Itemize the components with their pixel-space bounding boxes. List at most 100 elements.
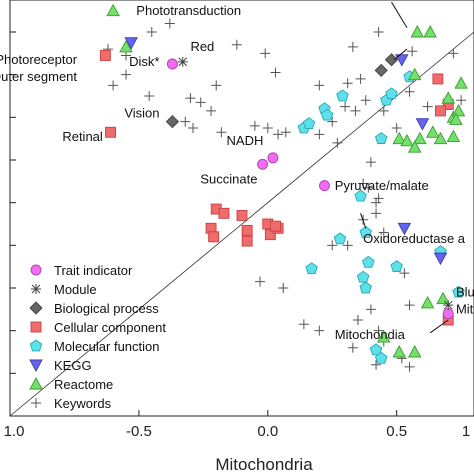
cellcomp-point bbox=[270, 220, 281, 232]
reactome-point bbox=[413, 131, 427, 145]
keywords-point bbox=[350, 105, 361, 116]
legend-entry-keywords: Keywords bbox=[54, 396, 112, 411]
keywords-point bbox=[216, 127, 227, 138]
annotation-label: Blue bbox=[456, 285, 474, 300]
diagonal-line bbox=[9, 31, 474, 417]
leader-line bbox=[429, 319, 449, 334]
keywords-point bbox=[404, 300, 415, 311]
cellcomp-point bbox=[435, 105, 446, 117]
legend-marker-reactome bbox=[29, 377, 43, 390]
keywords-point bbox=[211, 80, 222, 91]
kegg-point bbox=[124, 37, 138, 50]
annotation-label: Photoreceptor bbox=[0, 52, 78, 67]
kegg-point bbox=[415, 118, 430, 131]
keywords-point bbox=[456, 95, 467, 106]
molfunc-point bbox=[336, 89, 349, 102]
trait-point bbox=[257, 158, 269, 170]
keywords-point bbox=[342, 240, 353, 251]
keywords-point bbox=[314, 129, 325, 140]
module-point bbox=[443, 300, 454, 311]
keywords-point bbox=[231, 39, 242, 50]
keywords-point bbox=[373, 325, 384, 336]
keywords-point bbox=[327, 240, 338, 251]
x-tick-label: 1.0 bbox=[4, 423, 25, 440]
keywords-point bbox=[280, 127, 291, 138]
x-tick-label: 1 bbox=[462, 423, 470, 440]
legend-marker-trait bbox=[30, 264, 42, 276]
keywords-point bbox=[314, 325, 325, 336]
keywords-point bbox=[164, 18, 175, 29]
keywords-point bbox=[260, 48, 271, 59]
cellcomp-point bbox=[99, 50, 111, 61]
annotation-label: Disk* bbox=[129, 54, 159, 69]
legend-entry-molfunc: Molecular function bbox=[54, 339, 160, 354]
molfunc-point bbox=[374, 351, 388, 364]
annotation-label: Mito bbox=[456, 302, 474, 317]
keywords-point bbox=[340, 101, 351, 112]
trait-point bbox=[442, 308, 454, 320]
keywords-point bbox=[273, 129, 284, 140]
reactome-point bbox=[436, 291, 450, 305]
cellcomp-point bbox=[241, 235, 253, 247]
molfunc-point bbox=[390, 260, 403, 272]
keywords-point bbox=[298, 319, 309, 330]
keywords-point bbox=[206, 105, 217, 116]
keywords-point bbox=[347, 41, 358, 52]
keywords-point bbox=[407, 46, 418, 57]
annotation-label: Retinal bbox=[62, 129, 103, 144]
keywords-point bbox=[373, 27, 384, 37]
reactome-point bbox=[446, 129, 461, 142]
legend-marker-cellcomp bbox=[30, 321, 42, 333]
keywords-point bbox=[371, 197, 382, 208]
legend-entry-reactome: Reactome bbox=[54, 377, 113, 392]
keywords-point bbox=[404, 361, 415, 372]
legend-marker-keywords bbox=[31, 398, 41, 408]
keywords-point bbox=[195, 97, 206, 108]
reactome-point bbox=[451, 103, 466, 117]
molfunc-point bbox=[359, 225, 372, 238]
cellcomp-point bbox=[218, 207, 230, 219]
module-point bbox=[177, 56, 188, 67]
keywords-point bbox=[146, 27, 157, 37]
keywords-point bbox=[342, 78, 353, 89]
ticks-layer: 1.0 -0.5 0.0 0.5 1 bbox=[4, 31, 470, 440]
annotation-label: Mitochondia bbox=[335, 327, 406, 342]
keywords-point bbox=[373, 193, 384, 204]
reactome-point bbox=[454, 76, 468, 89]
molfunc-point bbox=[359, 281, 372, 294]
trait-point bbox=[319, 180, 330, 192]
keywords-point bbox=[448, 48, 459, 59]
reactome-point bbox=[106, 3, 120, 17]
bioprocess-point bbox=[374, 63, 388, 78]
keywords-point bbox=[314, 80, 325, 91]
reactome-point bbox=[400, 133, 414, 147]
legend: Trait indicator Module Biological process C… bbox=[29, 263, 166, 411]
keywords-point bbox=[365, 304, 376, 315]
legend-entry-bioprocess: Biological process bbox=[54, 301, 159, 316]
reactome-point bbox=[392, 345, 407, 358]
leader-line bbox=[391, 1, 408, 28]
reactome-point bbox=[377, 330, 391, 343]
keywords-point bbox=[270, 67, 281, 78]
points-layer bbox=[99, 3, 468, 372]
annotation-label: Succinate bbox=[200, 171, 257, 186]
molfunc-point bbox=[362, 255, 375, 268]
molfunc-point bbox=[354, 189, 367, 202]
legend-marker-bioprocess bbox=[29, 301, 43, 315]
keywords-point bbox=[399, 268, 410, 279]
kegg-point bbox=[433, 252, 448, 266]
leader-line bbox=[360, 213, 367, 229]
trait-point bbox=[267, 152, 279, 164]
keywords-point bbox=[371, 208, 382, 219]
reactome-point bbox=[425, 125, 440, 138]
keywords-point bbox=[355, 73, 366, 84]
molfunc-point bbox=[356, 270, 370, 283]
annotation-label: Outer segment bbox=[0, 69, 77, 84]
reactome-point bbox=[441, 91, 455, 104]
x-tick-label: -0.5 bbox=[126, 423, 152, 440]
keywords-point bbox=[391, 123, 402, 133]
keywords-point bbox=[185, 93, 196, 104]
diagonal-line-layer bbox=[9, 31, 474, 417]
x-axis-title: Mitochondria bbox=[215, 455, 313, 474]
